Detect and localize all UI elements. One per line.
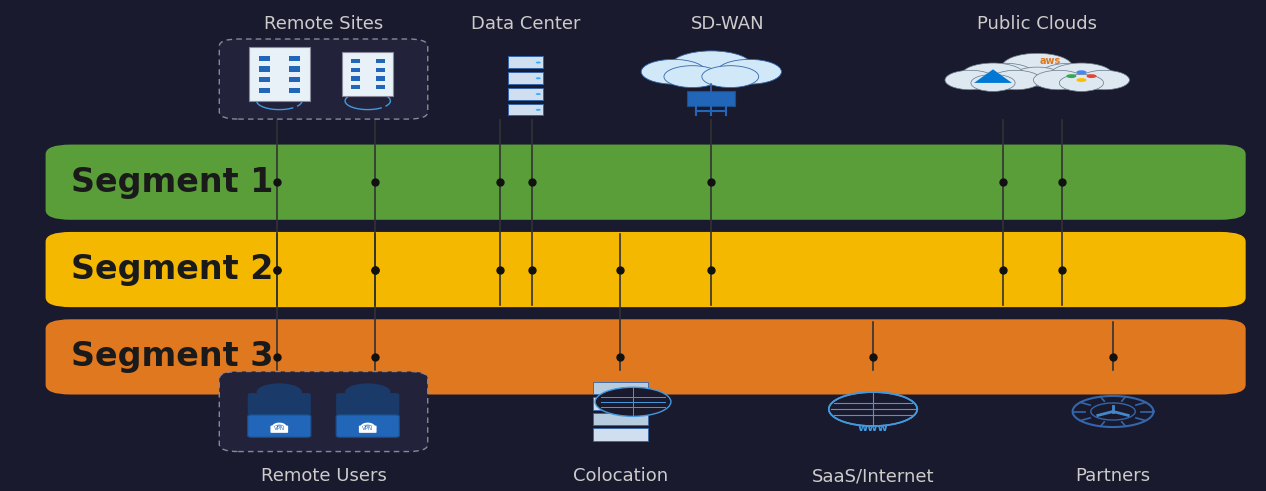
Circle shape	[257, 383, 303, 401]
Circle shape	[536, 77, 541, 79]
Bar	[258, 55, 270, 61]
Circle shape	[1076, 70, 1086, 74]
Text: Public Clouds: Public Clouds	[977, 15, 1098, 33]
FancyBboxPatch shape	[592, 429, 648, 440]
Circle shape	[977, 63, 1034, 85]
Text: SaaS/Internet: SaaS/Internet	[812, 467, 934, 485]
FancyBboxPatch shape	[248, 393, 311, 415]
Circle shape	[717, 59, 781, 84]
Text: Segment 3: Segment 3	[71, 340, 273, 373]
FancyBboxPatch shape	[508, 104, 543, 115]
FancyBboxPatch shape	[46, 232, 1246, 307]
FancyBboxPatch shape	[46, 319, 1246, 394]
Bar	[376, 85, 385, 89]
Circle shape	[663, 66, 720, 87]
Circle shape	[1091, 403, 1136, 420]
FancyBboxPatch shape	[219, 372, 428, 452]
FancyBboxPatch shape	[358, 426, 376, 433]
Bar	[289, 66, 300, 72]
Circle shape	[595, 387, 671, 416]
FancyBboxPatch shape	[343, 53, 392, 96]
Circle shape	[1041, 63, 1098, 85]
FancyBboxPatch shape	[508, 72, 543, 84]
Bar	[289, 77, 300, 82]
FancyBboxPatch shape	[249, 48, 310, 101]
Circle shape	[961, 63, 1024, 87]
FancyBboxPatch shape	[271, 426, 289, 433]
Circle shape	[829, 392, 918, 426]
Text: Partners: Partners	[1075, 467, 1151, 485]
FancyBboxPatch shape	[592, 397, 648, 409]
Circle shape	[536, 93, 541, 95]
Text: aws: aws	[1039, 55, 1061, 66]
Bar	[351, 77, 360, 81]
Bar	[351, 85, 360, 89]
Circle shape	[1033, 70, 1084, 90]
FancyBboxPatch shape	[219, 39, 428, 119]
Circle shape	[1079, 70, 1129, 90]
Text: Colocation: Colocation	[572, 467, 668, 485]
Bar	[376, 68, 385, 72]
Circle shape	[346, 383, 390, 401]
FancyBboxPatch shape	[592, 413, 648, 425]
Text: Segment 2: Segment 2	[71, 253, 273, 286]
FancyBboxPatch shape	[687, 91, 736, 106]
Text: VPN: VPN	[362, 427, 373, 432]
Circle shape	[1086, 74, 1096, 78]
FancyBboxPatch shape	[508, 56, 543, 68]
Bar	[289, 55, 300, 61]
Circle shape	[1066, 74, 1076, 78]
FancyBboxPatch shape	[337, 415, 399, 437]
Circle shape	[1060, 75, 1104, 91]
FancyBboxPatch shape	[337, 393, 399, 415]
Bar	[258, 87, 270, 93]
Circle shape	[701, 66, 758, 87]
Circle shape	[971, 75, 1015, 91]
Text: Segment 1: Segment 1	[71, 165, 273, 199]
Text: VPN: VPN	[273, 427, 285, 432]
Circle shape	[536, 109, 541, 111]
FancyBboxPatch shape	[248, 415, 311, 437]
Polygon shape	[974, 69, 1012, 83]
Bar	[376, 77, 385, 81]
Circle shape	[1076, 78, 1086, 82]
Text: SD-WAN: SD-WAN	[691, 15, 765, 33]
FancyBboxPatch shape	[46, 144, 1246, 220]
FancyBboxPatch shape	[592, 382, 648, 394]
Circle shape	[670, 51, 753, 83]
Circle shape	[1001, 54, 1072, 81]
Text: Remote Sites: Remote Sites	[263, 15, 384, 33]
Text: Remote Users: Remote Users	[261, 467, 386, 485]
Text: Data Center: Data Center	[471, 15, 580, 33]
Circle shape	[1050, 63, 1113, 87]
Bar	[289, 87, 300, 93]
FancyBboxPatch shape	[508, 88, 543, 100]
Bar	[258, 77, 270, 82]
Circle shape	[641, 59, 705, 84]
Text: www: www	[857, 424, 889, 434]
Circle shape	[1013, 67, 1062, 86]
Circle shape	[990, 70, 1041, 90]
Bar	[351, 68, 360, 72]
Bar	[351, 59, 360, 63]
Circle shape	[536, 61, 541, 63]
Bar	[376, 59, 385, 63]
Circle shape	[944, 70, 995, 90]
Bar	[258, 66, 270, 72]
